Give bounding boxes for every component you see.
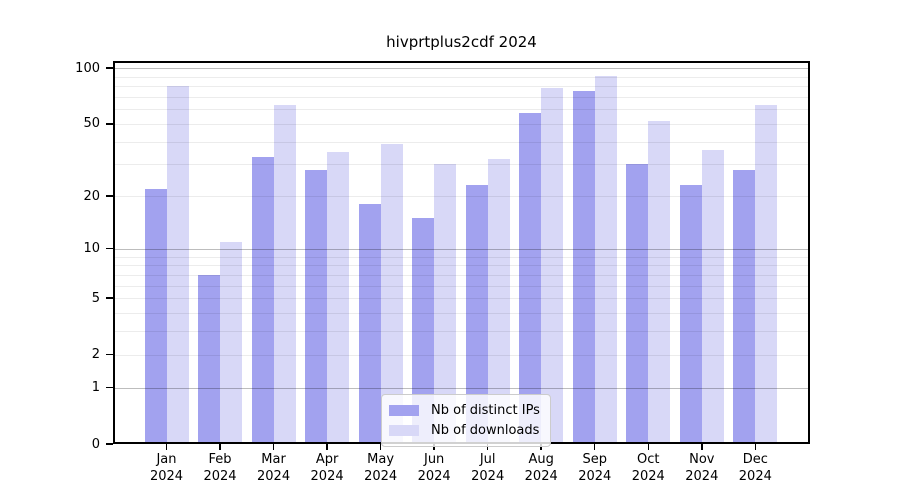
x-tick-jun bbox=[433, 444, 435, 450]
x-tick-label-aug: Aug 2024 bbox=[509, 451, 573, 485]
y-tick-label-0: 0 bbox=[91, 436, 100, 452]
bar-nb-of-downloads-jun bbox=[434, 164, 457, 444]
x-tick-label-dec: Dec 2024 bbox=[723, 451, 787, 485]
x-tick-label-mar: Mar 2024 bbox=[242, 451, 306, 485]
bar-nb-of-distinct-ips-aug bbox=[519, 113, 542, 444]
bar-nb-of-downloads-jul bbox=[487, 159, 510, 444]
x-tick-label-jun: Jun 2024 bbox=[402, 451, 466, 485]
y-tick-5 bbox=[106, 297, 113, 299]
bar-nb-of-downloads-feb bbox=[220, 241, 243, 444]
x-tick-year-may: 2024 bbox=[364, 469, 398, 484]
bar-nb-of-distinct-ips-feb bbox=[198, 274, 221, 444]
x-tick-label-nov: Nov 2024 bbox=[670, 451, 734, 485]
x-tick-month-nov: Nov bbox=[689, 452, 715, 467]
legend: Nb of distinct IPs Nb of downloads bbox=[381, 394, 551, 447]
y-tick-0 bbox=[106, 443, 113, 445]
x-tick-month-aug: Aug bbox=[528, 452, 554, 467]
x-tick-label-oct: Oct 2024 bbox=[616, 451, 680, 485]
bar-nb-of-downloads-aug bbox=[541, 88, 564, 444]
x-tick-year-feb: 2024 bbox=[203, 469, 237, 484]
x-tick-jul bbox=[486, 444, 489, 450]
x-tick-month-may: May bbox=[367, 452, 395, 467]
bar-nb-of-downloads-sep bbox=[594, 75, 617, 444]
chart-title: hivprtplus2cdf 2024 bbox=[386, 33, 537, 51]
x-tick-month-dec: Dec bbox=[742, 452, 768, 467]
x-tick-label-sep: Sep 2024 bbox=[563, 451, 627, 485]
x-tick-jan bbox=[165, 444, 168, 450]
x-tick-label-may: May 2024 bbox=[349, 451, 413, 485]
x-tick-month-oct: Oct bbox=[637, 452, 660, 467]
x-tick-month-sep: Sep bbox=[582, 452, 607, 467]
x-tick-sep bbox=[593, 444, 596, 450]
x-tick-year-sep: 2024 bbox=[578, 469, 612, 484]
x-tick-oct bbox=[647, 444, 650, 450]
x-tick-feb bbox=[219, 444, 221, 450]
y-tick-label-2: 2 bbox=[91, 347, 100, 363]
bar-nb-of-distinct-ips-nov bbox=[679, 185, 702, 444]
x-tick-dec bbox=[754, 444, 757, 450]
x-tick-may bbox=[379, 444, 382, 450]
x-tick-mar bbox=[272, 444, 275, 450]
y-tick-label-50: 50 bbox=[83, 116, 100, 132]
x-tick-year-jul: 2024 bbox=[471, 469, 505, 484]
bar-nb-of-downloads-jan bbox=[166, 86, 189, 444]
bar-nb-of-downloads-oct bbox=[648, 120, 671, 444]
x-tick-year-jun: 2024 bbox=[417, 469, 451, 484]
x-tick-aug bbox=[540, 444, 542, 450]
x-tick-label-feb: Feb 2024 bbox=[188, 451, 252, 485]
x-tick-year-oct: 2024 bbox=[631, 469, 665, 484]
x-tick-year-aug: 2024 bbox=[524, 469, 558, 484]
y-tick-10 bbox=[106, 247, 113, 250]
bar-nb-of-distinct-ips-jan bbox=[144, 188, 167, 444]
bar-nb-of-distinct-ips-jun bbox=[412, 218, 435, 444]
x-tick-year-nov: 2024 bbox=[685, 469, 719, 484]
y-tick-50 bbox=[106, 123, 113, 125]
bar-nb-of-distinct-ips-dec bbox=[733, 169, 756, 444]
x-tick-nov bbox=[701, 444, 703, 450]
bar-nb-of-downloads-dec bbox=[755, 105, 778, 444]
plot-area bbox=[113, 61, 810, 444]
y-tick-label-5: 5 bbox=[91, 290, 100, 306]
bars-layer bbox=[113, 61, 810, 444]
legend-item-downloads: Nb of downloads bbox=[389, 420, 540, 440]
y-tick-1 bbox=[106, 386, 113, 389]
bar-nb-of-distinct-ips-jul bbox=[465, 185, 488, 444]
bar-nb-of-distinct-ips-sep bbox=[572, 91, 595, 444]
x-tick-label-jul: Jul 2024 bbox=[456, 451, 520, 485]
x-tick-month-apr: Apr bbox=[315, 452, 339, 467]
bar-nb-of-distinct-ips-apr bbox=[305, 169, 328, 444]
x-tick-month-mar: Mar bbox=[261, 452, 286, 467]
y-tick-20 bbox=[106, 195, 113, 197]
x-tick-month-feb: Feb bbox=[208, 452, 232, 467]
x-tick-month-jun: Jun bbox=[423, 452, 445, 467]
x-tick-year-mar: 2024 bbox=[257, 469, 291, 484]
bar-nb-of-downloads-nov bbox=[701, 150, 724, 444]
legend-item-distinct-ips: Nb of distinct IPs bbox=[389, 400, 540, 420]
x-tick-label-jan: Jan 2024 bbox=[135, 451, 199, 485]
y-tick-label-1: 1 bbox=[91, 380, 100, 396]
x-tick-label-apr: Apr 2024 bbox=[295, 451, 359, 485]
x-tick-month-jul: Jul bbox=[479, 452, 496, 467]
x-tick-year-jan: 2024 bbox=[149, 469, 184, 484]
x-tick-apr bbox=[326, 444, 328, 450]
bar-nb-of-distinct-ips-may bbox=[358, 204, 381, 444]
bar-nb-of-distinct-ips-oct bbox=[626, 164, 649, 444]
legend-label-downloads: Nb of downloads bbox=[431, 422, 540, 438]
x-tick-year-dec: 2024 bbox=[738, 469, 772, 484]
bar-nb-of-distinct-ips-mar bbox=[251, 156, 274, 444]
bar-nb-of-downloads-may bbox=[380, 143, 403, 444]
y-tick-label-100: 100 bbox=[75, 60, 100, 76]
x-tick-month-jan: Jan bbox=[156, 452, 177, 467]
x-tick-year-apr: 2024 bbox=[310, 469, 344, 484]
y-tick-100 bbox=[106, 67, 113, 69]
y-tick-label-20: 20 bbox=[83, 188, 100, 204]
y-tick-2 bbox=[106, 353, 113, 356]
bar-nb-of-downloads-apr bbox=[327, 152, 350, 444]
bar-nb-of-downloads-mar bbox=[273, 105, 296, 444]
legend-swatch-distinct-ips bbox=[389, 404, 419, 416]
y-tick-label-10: 10 bbox=[83, 241, 100, 257]
legend-label-distinct-ips: Nb of distinct IPs bbox=[431, 402, 540, 418]
legend-swatch-downloads bbox=[389, 424, 419, 436]
